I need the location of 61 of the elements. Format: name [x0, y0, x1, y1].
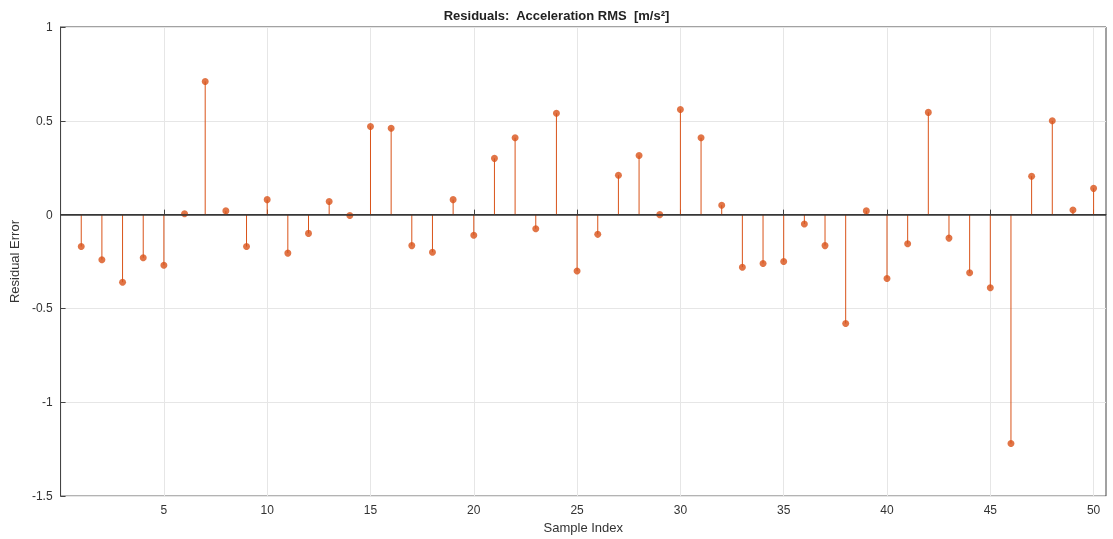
x-tick-label: 15 — [363, 503, 378, 518]
x-tick-label: 50 — [1086, 503, 1101, 518]
point — [635, 152, 643, 160]
point — [966, 269, 974, 277]
point — [718, 201, 726, 209]
point — [119, 278, 127, 286]
point — [676, 106, 684, 114]
point — [160, 261, 168, 269]
point — [904, 240, 912, 248]
point — [98, 256, 106, 264]
x-tick-label: 25 — [570, 503, 585, 518]
point — [842, 319, 850, 327]
point — [821, 242, 829, 250]
point — [201, 77, 209, 85]
point — [1048, 117, 1056, 125]
point — [738, 263, 746, 271]
point — [511, 134, 519, 142]
point — [387, 124, 395, 132]
x-tick-label: 45 — [983, 503, 998, 518]
x-tick-label: 30 — [673, 503, 688, 518]
point — [883, 274, 891, 282]
point — [139, 254, 147, 262]
point — [408, 242, 416, 250]
x-axis-title: Sample Index — [543, 520, 624, 535]
x-tick-label: 35 — [777, 503, 791, 518]
point — [490, 154, 498, 162]
point — [366, 122, 374, 130]
point — [77, 243, 85, 251]
point — [284, 249, 292, 257]
point — [243, 243, 251, 251]
y-tick-label: 1 — [45, 20, 53, 34]
point — [1090, 184, 1098, 192]
x-tick-label: 10 — [260, 503, 275, 518]
point — [263, 196, 271, 204]
point — [428, 248, 436, 256]
point — [594, 230, 602, 238]
y-tick-label: -1.5 — [31, 489, 53, 504]
x-tick-label: 5 — [160, 503, 168, 518]
point — [305, 229, 312, 237]
point — [759, 259, 767, 267]
point — [614, 171, 622, 179]
point — [325, 198, 333, 205]
y-tick-label: 0.5 — [35, 113, 53, 128]
point — [780, 258, 788, 266]
point — [800, 220, 808, 228]
point — [449, 196, 457, 204]
point — [697, 134, 705, 142]
chart-title: Residuals: Acceleration RMS [m/s²] — [443, 8, 670, 23]
y-tick-label: -0.5 — [31, 301, 53, 316]
y-tick-label: 0 — [45, 207, 53, 222]
x-tick-label: 40 — [880, 503, 894, 518]
point — [470, 231, 478, 239]
point — [986, 284, 994, 292]
point — [1028, 172, 1036, 180]
point — [532, 225, 540, 233]
point — [552, 109, 560, 117]
y-axis-title: Residual Error — [7, 219, 22, 304]
x-tick-label: 20 — [467, 503, 481, 518]
point — [1007, 440, 1015, 448]
point — [924, 108, 932, 116]
y-tick-label: -1 — [41, 395, 53, 410]
